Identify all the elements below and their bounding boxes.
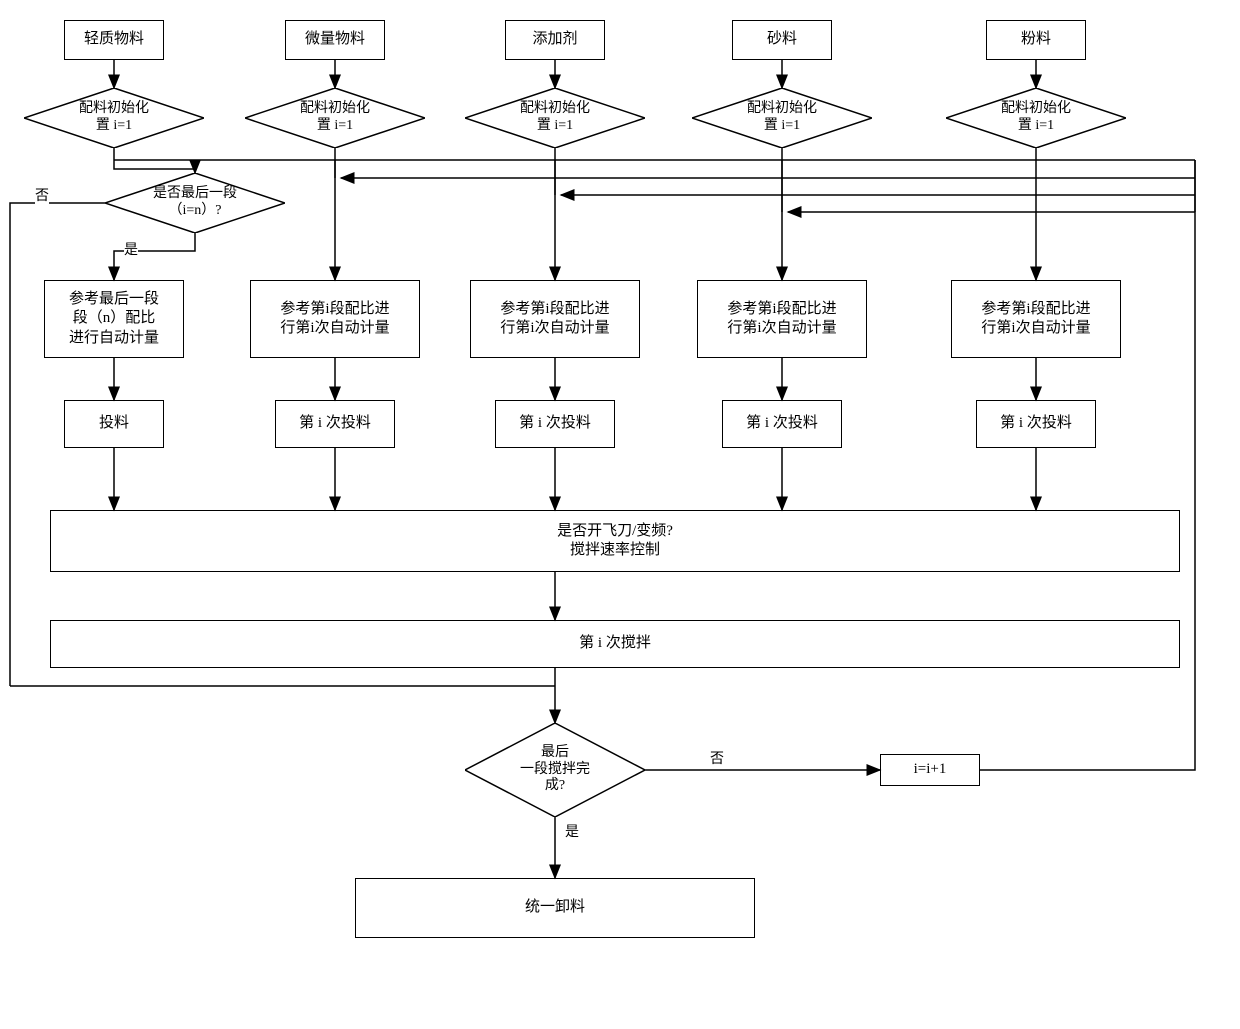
feed-box-add: 第 i 次投料 xyxy=(495,400,615,448)
unload-box: 统一卸料 xyxy=(355,878,755,938)
last-seg-no: 否 xyxy=(35,185,49,205)
title-box-sand: 砂料 xyxy=(732,20,832,60)
inc-box: i=i+1 xyxy=(880,754,980,786)
feed-box-light: 投料 xyxy=(64,400,164,448)
done-diamond: 最后一段搅拌完成? xyxy=(465,723,645,817)
title-box-add: 添加剂 xyxy=(505,20,605,60)
title-box-powder: 粉料 xyxy=(986,20,1086,60)
init-diamond-trace: 配料初始化置 i=1 xyxy=(245,88,425,148)
meter-box-powder: 参考第i段配比进行第i次自动计量 xyxy=(951,280,1121,358)
last-seg-diamond: 是否最后一段（i=n）? xyxy=(105,173,285,233)
title-box-trace: 微量物料 xyxy=(285,20,385,60)
done-yes: 是 xyxy=(565,821,579,841)
meter-box-add: 参考第i段配比进行第i次自动计量 xyxy=(470,280,640,358)
init-diamond-powder: 配料初始化置 i=1 xyxy=(946,88,1126,148)
ln-inc-up xyxy=(980,160,1195,770)
feed-box-sand: 第 i 次投料 xyxy=(722,400,842,448)
speed-box: 是否开飞刀/变频?搅拌速率控制 xyxy=(50,510,1180,572)
meter-box-light: 参考最后一段段（n）配比进行自动计量 xyxy=(44,280,184,358)
init-diamond-add: 配料初始化置 i=1 xyxy=(465,88,645,148)
init-diamond-sand: 配料初始化置 i=1 xyxy=(692,88,872,148)
meter-box-sand: 参考第i段配比进行第i次自动计量 xyxy=(697,280,867,358)
meter-box-trace: 参考第i段配比进行第i次自动计量 xyxy=(250,280,420,358)
feed-box-powder: 第 i 次投料 xyxy=(976,400,1096,448)
title-box-light: 轻质物料 xyxy=(64,20,164,60)
init-diamond-light: 配料初始化置 i=1 xyxy=(24,88,204,148)
mix-box: 第 i 次搅拌 xyxy=(50,620,1180,668)
last-seg-yes: 是 xyxy=(124,239,138,259)
feed-box-trace: 第 i 次投料 xyxy=(275,400,395,448)
arr-bus-lastseg xyxy=(114,160,195,173)
done-no: 否 xyxy=(710,748,724,768)
